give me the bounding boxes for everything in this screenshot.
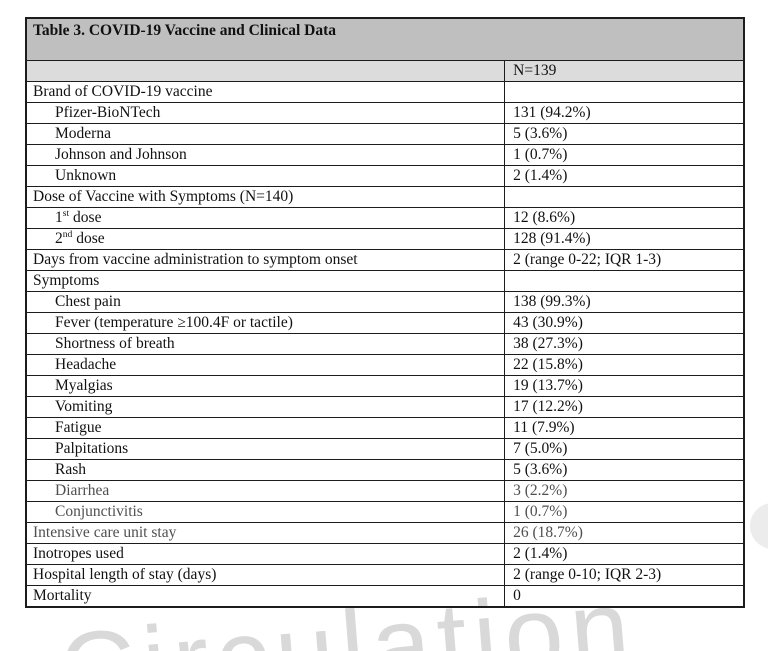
row-label: Shortness of breath	[25, 332, 506, 355]
table-row: Fever (temperature ≥100.4F or tactile) 43…	[25, 311, 745, 334]
header-n-value: N=139	[504, 59, 745, 82]
row-label: Intensive care unit stay	[25, 521, 506, 544]
row-value: 12 (8.6%)	[504, 206, 745, 229]
table-row: Moderna 5 (3.6%)	[25, 122, 745, 145]
table-title: Table 3. COVID-19 Vaccine and Clinical D…	[25, 17, 745, 61]
row-label: Fever (temperature ≥100.4F or tactile)	[25, 311, 506, 334]
table-row: Shortness of breath 38 (27.3%)	[25, 332, 745, 355]
row-label: Dose of Vaccine with Symptoms (N=140)	[25, 185, 506, 208]
row-label: Brand of COVID-19 vaccine	[25, 80, 506, 103]
row-value: 2 (range 0-10; IQR 2-3)	[504, 563, 745, 586]
table-header-row: N=139	[25, 59, 745, 82]
row-label: Unknown	[25, 164, 506, 187]
row-label: Rash	[25, 458, 506, 481]
row-label: Inotropes used	[25, 542, 506, 565]
table-row: Symptoms	[25, 269, 745, 292]
header-label-cell	[25, 59, 506, 82]
table-row: Headache 22 (15.8%)	[25, 353, 745, 376]
table-row: Inotropes used 2 (1.4%)	[25, 542, 745, 565]
table-title-row: Table 3. COVID-19 Vaccine and Clinical D…	[25, 17, 745, 61]
row-value: 1 (0.7%)	[504, 143, 745, 166]
row-value: 138 (99.3%)	[504, 290, 745, 313]
row-value: 43 (30.9%)	[504, 311, 745, 334]
row-value: 2 (1.4%)	[504, 164, 745, 187]
row-value: 17 (12.2%)	[504, 395, 745, 418]
row-value	[504, 269, 745, 292]
table-row: Myalgias 19 (13.7%)	[25, 374, 745, 397]
row-value: 2 (range 0-22; IQR 1-3)	[504, 248, 745, 271]
table-row: 1st dose 12 (8.6%)	[25, 206, 745, 229]
row-label: 1st dose	[25, 206, 506, 229]
row-label: Mortality	[25, 584, 506, 607]
table-row: Mortality 0	[25, 584, 745, 607]
table-row: Intensive care unit stay 26 (18.7%)	[25, 521, 745, 544]
table-row: Dose of Vaccine with Symptoms (N=140)	[25, 185, 745, 208]
clinical-data-table: Table 3. COVID-19 Vaccine and Clinical D…	[25, 17, 745, 608]
table-row: Hospital length of stay (days) 2 (range 0…	[25, 563, 745, 586]
table-row: Johnson and Johnson 1 (0.7%)	[25, 143, 745, 166]
row-value: 38 (27.3%)	[504, 332, 745, 355]
row-label: Myalgias	[25, 374, 506, 397]
row-label: Chest pain	[25, 290, 506, 313]
table-row: Conjunctivitis 1 (0.7%)	[25, 500, 745, 523]
row-label: Hospital length of stay (days)	[25, 563, 506, 586]
row-label: 2nd dose	[25, 227, 506, 250]
row-value	[504, 185, 745, 208]
row-label: Johnson and Johnson	[25, 143, 506, 166]
row-value: 2 (1.4%)	[504, 542, 745, 565]
table-row: Diarrhea 3 (2.2%)	[25, 479, 745, 502]
table-body: Table 3. COVID-19 Vaccine and Clinical D…	[25, 17, 745, 607]
row-value: 22 (15.8%)	[504, 353, 745, 376]
row-label: Headache	[25, 353, 506, 376]
row-value: 131 (94.2%)	[504, 101, 745, 124]
row-label: Vomiting	[25, 395, 506, 418]
row-value: 0	[504, 584, 745, 607]
table-row: 2nd dose 128 (91.4%)	[25, 227, 745, 250]
row-label: Pfizer-BioNTech	[25, 101, 506, 124]
table-row: Rash 5 (3.6%)	[25, 458, 745, 481]
row-label: Days from vaccine administration to symp…	[25, 248, 506, 271]
row-value: 26 (18.7%)	[504, 521, 745, 544]
row-label: Fatigue	[25, 416, 506, 439]
table-row: Vomiting 17 (12.2%)	[25, 395, 745, 418]
row-label: Palpitations	[25, 437, 506, 460]
row-value: 5 (3.6%)	[504, 458, 745, 481]
table-row: Unknown 2 (1.4%)	[25, 164, 745, 187]
watermark-blob	[750, 503, 768, 549]
row-label: Moderna	[25, 122, 506, 145]
table-row: Chest pain 138 (99.3%)	[25, 290, 745, 313]
table-row: Pfizer-BioNTech 131 (94.2%)	[25, 101, 745, 124]
row-value: 7 (5.0%)	[504, 437, 745, 460]
table-row: Palpitations 7 (5.0%)	[25, 437, 745, 460]
table-row: Days from vaccine administration to symp…	[25, 248, 745, 271]
row-value: 128 (91.4%)	[504, 227, 745, 250]
row-value: 3 (2.2%)	[504, 479, 745, 502]
row-label: Symptoms	[25, 269, 506, 292]
table-row: Brand of COVID-19 vaccine	[25, 80, 745, 103]
row-label: Diarrhea	[25, 479, 506, 502]
row-value: 11 (7.9%)	[504, 416, 745, 439]
row-value: 5 (3.6%)	[504, 122, 745, 145]
row-value: 1 (0.7%)	[504, 500, 745, 523]
table-row: Fatigue 11 (7.9%)	[25, 416, 745, 439]
row-value	[504, 80, 745, 103]
row-value: 19 (13.7%)	[504, 374, 745, 397]
row-label: Conjunctivitis	[25, 500, 506, 523]
